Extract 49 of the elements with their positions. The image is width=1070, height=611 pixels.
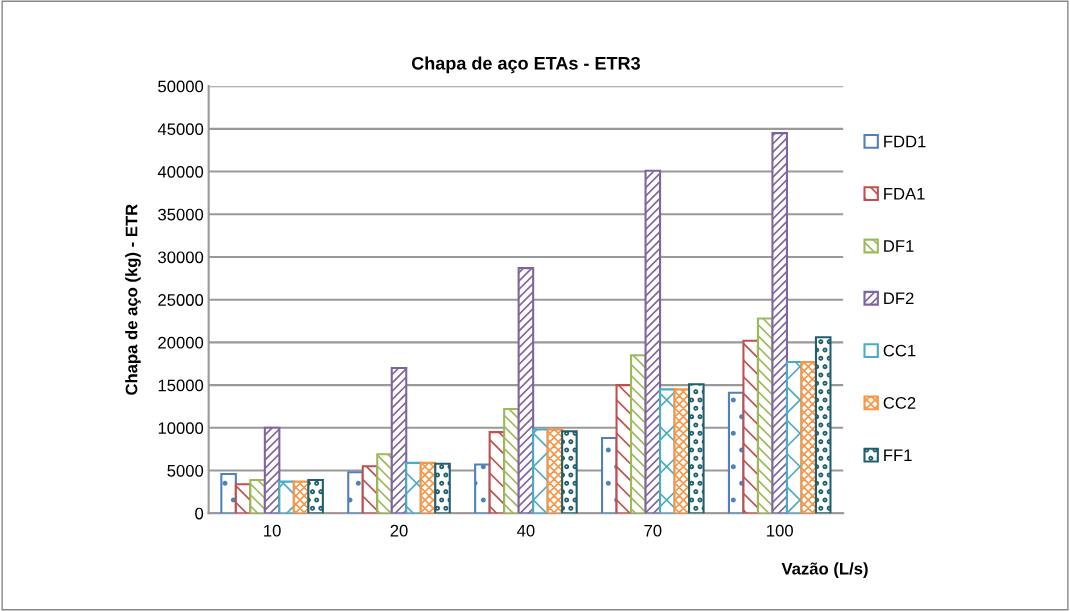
x-tick-label: 70 xyxy=(644,524,662,537)
legend-label: FDA1 xyxy=(884,188,925,200)
bar xyxy=(644,169,662,514)
y-tick-label: 45000 xyxy=(157,123,204,136)
y-tick-label: 15000 xyxy=(158,379,204,392)
bar xyxy=(814,336,832,514)
y-tick-label: 35000 xyxy=(158,208,204,221)
legend-label: DF1 xyxy=(884,240,914,252)
bar xyxy=(688,383,705,514)
bar xyxy=(474,463,491,514)
bar xyxy=(263,426,281,514)
y-tick-label: 25000 xyxy=(158,294,204,306)
bar xyxy=(800,361,818,514)
bar xyxy=(561,430,578,514)
x-tick-label: 100 xyxy=(767,524,793,537)
bar xyxy=(434,462,451,514)
y-tick-label: 20000 xyxy=(158,336,204,349)
bar xyxy=(390,366,408,514)
bar xyxy=(771,132,788,514)
bar xyxy=(347,471,364,514)
bar xyxy=(659,388,676,514)
bar xyxy=(376,453,393,514)
x-tick-label: 10 xyxy=(264,524,281,537)
y-tick-label: 0 xyxy=(195,507,204,520)
bar xyxy=(532,428,549,514)
x-tick-label: 20 xyxy=(390,524,408,537)
bar xyxy=(601,437,618,514)
bar xyxy=(742,339,759,514)
y-axis-title: Chapa de aço (kg) - ETR xyxy=(125,204,141,395)
bar xyxy=(630,354,647,514)
bar xyxy=(503,407,520,514)
y-tick-label: 30000 xyxy=(158,251,204,264)
chart-title: Chapa de aço ETAs - ETR3 xyxy=(411,56,640,74)
legend-label: FDD1 xyxy=(884,135,926,148)
y-tick-label: 50000 xyxy=(158,80,204,93)
bar xyxy=(307,478,324,514)
bar xyxy=(220,472,237,514)
legend-label: FF1 xyxy=(884,449,912,461)
y-tick-label: 10000 xyxy=(158,422,204,435)
legend-label: DF2 xyxy=(884,292,914,305)
legend-label: CC2 xyxy=(883,396,916,409)
bar xyxy=(249,478,266,514)
bar xyxy=(405,461,422,514)
bar xyxy=(517,267,535,514)
x-axis-title: Vazão (L/s) xyxy=(781,562,868,578)
legend-label: CC1 xyxy=(883,344,916,357)
y-tick-label: 5000 xyxy=(167,464,204,477)
x-tick-label: 40 xyxy=(517,524,535,537)
y-tick-label: 40000 xyxy=(157,165,204,178)
